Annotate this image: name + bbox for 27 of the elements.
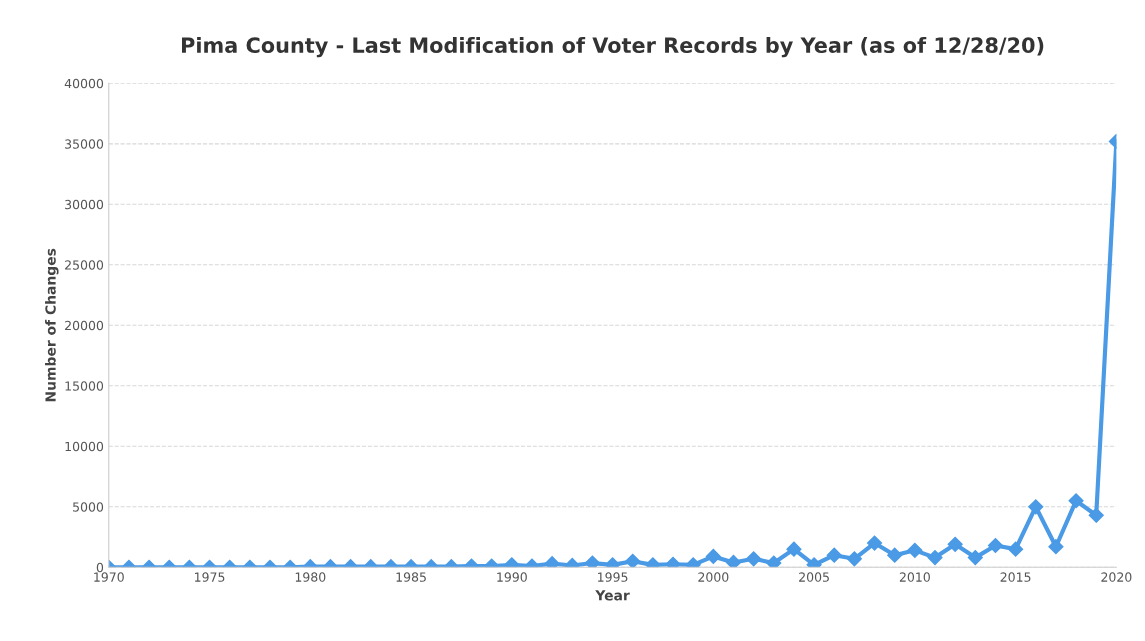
y-tick-label: 5000 <box>73 502 104 512</box>
x-tick-label: 2000 <box>698 572 729 582</box>
x-tick-label: 2010 <box>899 572 930 582</box>
y-tick-label: 15000 <box>65 381 104 391</box>
x-tick-label: 1980 <box>295 572 326 582</box>
x-tick-label: 1990 <box>497 572 527 582</box>
x-tick-label: 1975 <box>195 572 225 582</box>
point <box>584 555 600 568</box>
x-axis-title: Year <box>595 590 630 601</box>
y-tick-label: 25000 <box>65 260 104 270</box>
y-tick-label: 35000 <box>65 139 104 149</box>
y-tick-label: 30000 <box>65 199 104 210</box>
y-tick-label: 40000 <box>64 78 104 89</box>
chart-title: Pima County - Last Modification of Voter Records by Year (as of 12/28/20) <box>182 36 1044 58</box>
y-tick-label: 0 <box>96 562 104 573</box>
x-tick-label: 2015 <box>1000 572 1031 582</box>
point <box>725 554 742 568</box>
x-tick-label: 1970 <box>94 572 124 582</box>
x-tick-label: 1985 <box>396 572 426 582</box>
x-tick-label: 2020 <box>1101 572 1132 582</box>
point <box>544 556 560 568</box>
x-tick-label: 1995 <box>598 572 628 582</box>
y-tick-label: 20000 <box>65 320 104 331</box>
x-tick-label: 2005 <box>799 572 829 582</box>
point <box>766 555 782 568</box>
y-tick-label: 10000 <box>65 441 104 452</box>
y-axis-title: Number of Changes <box>45 248 59 402</box>
